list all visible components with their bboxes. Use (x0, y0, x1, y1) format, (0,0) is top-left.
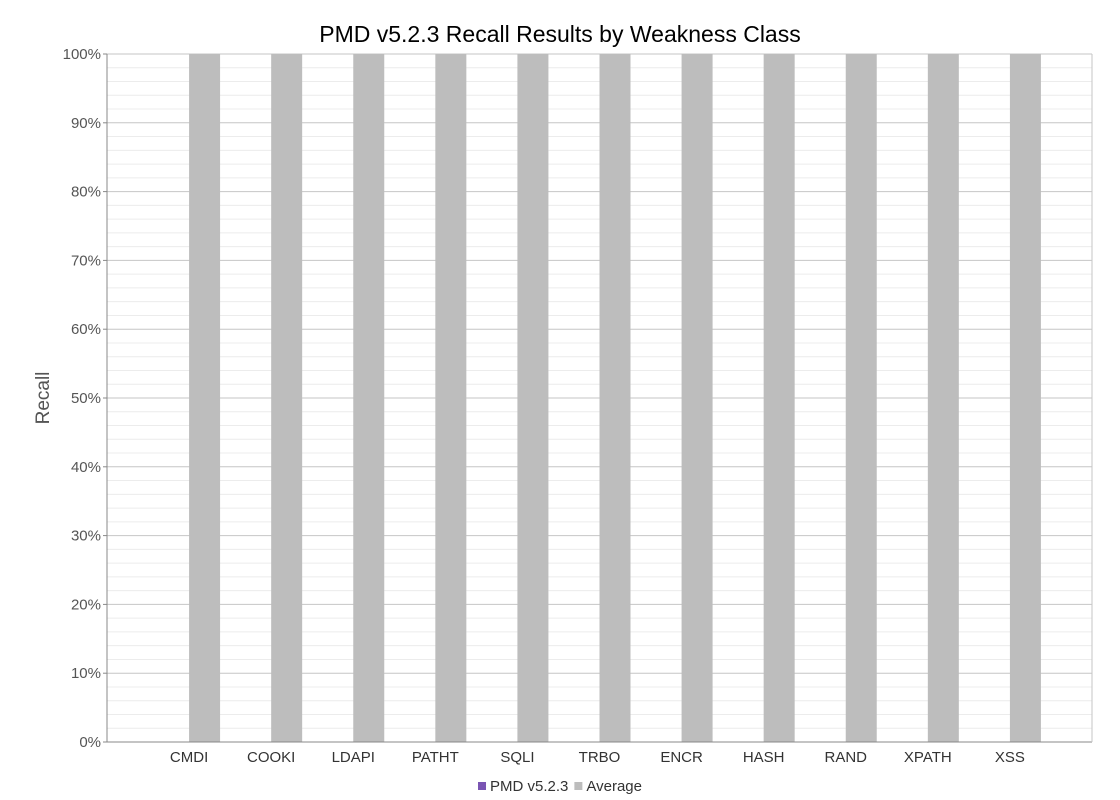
x-tick-label: XPATH (904, 749, 952, 766)
y-tick-label: 70% (71, 252, 101, 269)
bar-average-trbo (599, 54, 631, 742)
chart-title: PMD v5.2.3 Recall Results by Weakness Cl… (319, 21, 800, 47)
x-tick-label: COOKI (247, 749, 295, 766)
y-tick-label: 10% (71, 665, 101, 682)
y-tick-label: 90% (71, 115, 101, 132)
legend-swatch (574, 782, 583, 790)
x-tick-label: CMDI (170, 749, 208, 766)
x-axis-categories: CMDI COOKI LDAPI PATHT SQLI TRBO ENCR HASH RAND X… (170, 749, 1025, 766)
y-tick-label: 60% (71, 321, 101, 338)
legend-label: Average (586, 778, 642, 795)
legend-label: PMD v5.2.3 (490, 778, 568, 795)
bar-average-xss (1009, 54, 1041, 742)
x-tick-label: PATHT (412, 749, 459, 766)
bars (189, 54, 1041, 742)
bar-average-patht (435, 54, 467, 742)
x-tick-label: HASH (743, 749, 785, 766)
y-axis-label: Recall (33, 372, 54, 425)
y-axis-ticks: 0% 10% 20% 30% 40% 50% 60% 70% 80% 90% 100% (63, 46, 107, 751)
bar-average-sqli (517, 54, 549, 742)
y-tick-label: 80% (71, 184, 101, 201)
y-tick-label: 20% (71, 596, 101, 613)
bar-average-ldapi (353, 54, 385, 742)
x-tick-label: TRBO (579, 749, 621, 766)
y-tick-label: 0% (79, 734, 101, 751)
legend-swatch (478, 782, 487, 790)
bar-average-encr (681, 54, 713, 742)
x-tick-label: SQLI (500, 749, 534, 766)
y-tick-label: 50% (71, 390, 101, 407)
bar-average-cmdi (189, 54, 221, 742)
bar-average-xpath (927, 54, 959, 742)
bar-average-rand (845, 54, 877, 742)
legend: PMD v5.2.3 Average (478, 778, 642, 795)
y-tick-label: 40% (71, 459, 101, 476)
x-tick-label: ENCR (660, 749, 703, 766)
x-tick-label: XSS (995, 749, 1025, 766)
y-tick-label: 30% (71, 528, 101, 545)
x-tick-label: LDAPI (332, 749, 375, 766)
bar-average-cooki (271, 54, 303, 742)
bar-average-hash (763, 54, 795, 742)
x-tick-label: RAND (824, 749, 867, 766)
y-tick-label: 100% (63, 46, 101, 63)
